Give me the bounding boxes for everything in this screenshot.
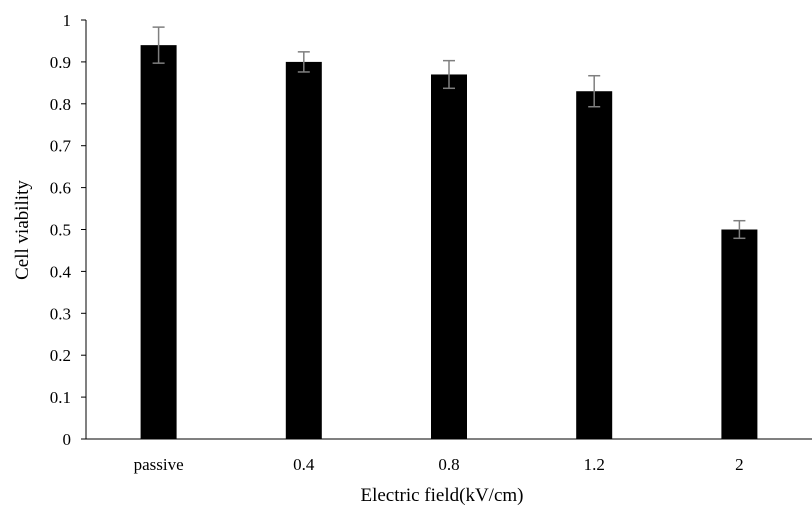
y-tick-label-3: 0.3 <box>50 304 71 323</box>
error-bars-group <box>152 26 746 240</box>
x-axis-tick-labels: passive 0.4 0.8 1.2 2 <box>134 455 744 474</box>
x-axis-title: Electric field(kV/cm) <box>360 485 523 505</box>
y-axis-ticks <box>81 19 86 440</box>
x-tick-label-2: 0.8 <box>438 455 459 474</box>
y-tick-label-0: 0 <box>63 430 72 449</box>
bar-4 <box>721 229 758 439</box>
error-bar-1 <box>297 51 310 73</box>
y-tick-label-5: 0.5 <box>50 221 71 240</box>
error-bar-0 <box>152 26 165 64</box>
x-tick-label-0: passive <box>134 455 184 474</box>
x-tick-label-3: 1.2 <box>584 455 605 474</box>
y-axis-tick-labels: 0 0.1 0.2 0.3 0.4 0.5 0.6 0.7 0.8 0.9 1 <box>50 11 72 449</box>
bar-2 <box>431 74 467 439</box>
y-tick-label-10: 1 <box>63 11 72 30</box>
x-tick-label-4: 2 <box>735 455 744 474</box>
y-tick-label-8: 0.8 <box>50 95 71 114</box>
error-bar-2 <box>443 59 455 90</box>
error-bar-3 <box>588 74 601 108</box>
y-axis-title: Cell viability <box>12 180 33 280</box>
x-tick-label-1: 0.4 <box>293 455 315 474</box>
bar-1 <box>285 61 322 440</box>
y-tick-label-9: 0.9 <box>50 53 71 72</box>
y-tick-label-2: 0.2 <box>50 346 71 365</box>
y-tick-label-4: 0.4 <box>50 262 72 281</box>
y-tick-label-7: 0.7 <box>50 137 72 156</box>
bar-3 <box>576 91 613 439</box>
y-tick-label-1: 0.1 <box>50 388 71 407</box>
error-bar-4 <box>733 219 746 240</box>
y-tick-label-6: 0.6 <box>50 179 71 198</box>
bars-group <box>140 45 758 440</box>
bar-0 <box>140 45 177 439</box>
